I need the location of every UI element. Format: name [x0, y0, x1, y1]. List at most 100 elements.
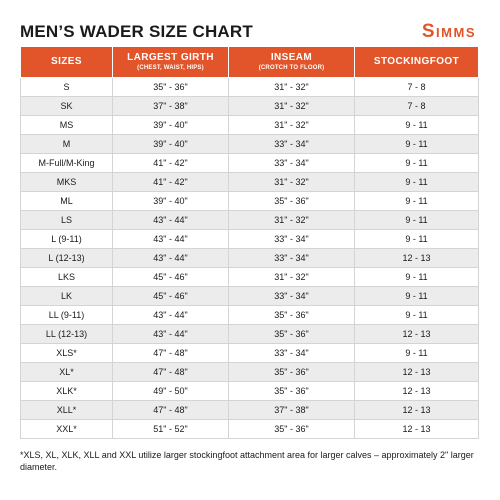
size-cell: S: [20, 77, 113, 97]
size-cell: MKS: [20, 172, 113, 192]
stockingfoot-cell: 12 - 13: [354, 362, 479, 382]
column-header-stockingfoot: STOCKINGFOOT: [354, 46, 479, 78]
stockingfoot-cell: 9 - 11: [354, 153, 479, 173]
inseam-cell: 35" - 36": [228, 381, 355, 401]
table-row: XXL* 51" - 52" 35" - 36" 12 - 13: [20, 419, 479, 439]
inseam-cell: 35" - 36": [228, 419, 355, 439]
table-row: SK 37" - 38" 31" - 32" 7 - 8: [20, 96, 479, 116]
table-row: L (9-11) 43" - 44" 33" - 34" 9 - 11: [20, 229, 479, 249]
table-row: LL (12-13) 43" - 44" 35" - 36" 12 - 13: [20, 324, 479, 344]
stockingfoot-cell: 7 - 8: [354, 77, 479, 97]
size-cell: XLL*: [20, 400, 113, 420]
table-row: L (12-13) 43" - 44" 33" - 34" 12 - 13: [20, 248, 479, 268]
girth-cell: 43" - 44": [112, 324, 229, 344]
girth-cell: 49" - 50": [112, 381, 229, 401]
inseam-cell: 31" - 32": [228, 210, 355, 230]
size-cell: M: [20, 134, 113, 154]
inseam-cell: 33" - 34": [228, 229, 355, 249]
stockingfoot-cell: 9 - 11: [354, 229, 479, 249]
header-row: SIZES LARGEST GIRTH (CHEST, WAIST, HIPS)…: [20, 46, 479, 78]
column-header-label: STOCKINGFOOT: [373, 56, 460, 67]
brand-logo: Simms: [421, 21, 476, 42]
girth-cell: 45" - 46": [112, 267, 229, 287]
girth-cell: 45" - 46": [112, 286, 229, 306]
table-row: LK 45" - 46" 33" - 34" 9 - 11: [20, 286, 479, 306]
column-header-label: INSEAM: [270, 52, 313, 63]
table-row: ML 39" - 40" 35" - 36" 9 - 11: [20, 191, 479, 211]
size-cell: LKS: [20, 267, 113, 287]
inseam-cell: 33" - 34": [228, 286, 355, 306]
stockingfoot-cell: 9 - 11: [354, 286, 479, 306]
stockingfoot-cell: 9 - 11: [354, 134, 479, 154]
size-cell: LL (9-11): [20, 305, 113, 325]
inseam-cell: 33" - 34": [228, 153, 355, 173]
girth-cell: 41" - 42": [112, 172, 229, 192]
girth-cell: 39" - 40": [112, 134, 229, 154]
page-title: MEN’S WADER SIZE CHART: [20, 22, 253, 41]
inseam-cell: 35" - 36": [228, 305, 355, 325]
girth-cell: 43" - 44": [112, 305, 229, 325]
stockingfoot-cell: 9 - 11: [354, 267, 479, 287]
column-header-sizes: SIZES: [20, 46, 113, 78]
girth-cell: 47" - 48": [112, 362, 229, 382]
girth-cell: 43" - 44": [112, 210, 229, 230]
column-header-sublabel: (CHEST, WAIST, HIPS): [137, 65, 204, 71]
size-cell: LS: [20, 210, 113, 230]
inseam-cell: 31" - 32": [228, 96, 355, 116]
table-row: XL* 47" - 48" 35" - 36" 12 - 13: [20, 362, 479, 382]
girth-cell: 51" - 52": [112, 419, 229, 439]
girth-cell: 43" - 44": [112, 229, 229, 249]
size-cell: XL*: [20, 362, 113, 382]
size-cell: L (9-11): [20, 229, 113, 249]
size-cell: XXL*: [20, 419, 113, 439]
table-row: MKS 41" - 42" 31" - 32" 9 - 11: [20, 172, 479, 192]
girth-cell: 37" - 38": [112, 96, 229, 116]
size-cell: LL (12-13): [20, 324, 113, 344]
table-row: S 35" - 36" 31" - 32" 7 - 8: [20, 77, 479, 97]
inseam-cell: 31" - 32": [228, 267, 355, 287]
size-chart-table: SIZES LARGEST GIRTH (CHEST, WAIST, HIPS)…: [20, 46, 479, 439]
girth-cell: 39" - 40": [112, 115, 229, 135]
size-cell: M-Full/M-King: [20, 153, 113, 173]
inseam-cell: 33" - 34": [228, 343, 355, 363]
size-cell: L (12-13): [20, 248, 113, 268]
column-header-label: LARGEST GIRTH: [127, 52, 214, 63]
column-header-label: SIZES: [51, 56, 82, 67]
stockingfoot-cell: 12 - 13: [354, 324, 479, 344]
inseam-cell: 35" - 36": [228, 324, 355, 344]
stockingfoot-cell: 9 - 11: [354, 191, 479, 211]
girth-cell: 43" - 44": [112, 248, 229, 268]
table-row: LL (9-11) 43" - 44" 35" - 36" 9 - 11: [20, 305, 479, 325]
inseam-cell: 33" - 34": [228, 134, 355, 154]
inseam-cell: 31" - 32": [228, 172, 355, 192]
table-body: S 35" - 36" 31" - 32" 7 - 8 SK 37" - 38" 31" -…: [20, 77, 479, 439]
girth-cell: 41" - 42": [112, 153, 229, 173]
stockingfoot-cell: 9 - 11: [354, 343, 479, 363]
table-row: XLK* 49" - 50" 35" - 36" 12 - 13: [20, 381, 479, 401]
size-cell: XLK*: [20, 381, 113, 401]
girth-cell: 47" - 48": [112, 343, 229, 363]
size-cell: LK: [20, 286, 113, 306]
size-cell: ML: [20, 191, 113, 211]
footnote: *XLS, XL, XLK, XLL and XXL utilize large…: [20, 450, 474, 472]
stockingfoot-cell: 12 - 13: [354, 419, 479, 439]
inseam-cell: 31" - 32": [228, 77, 355, 97]
column-header-sublabel: (CROTCH TO FLOOR): [258, 65, 325, 71]
inseam-cell: 35" - 36": [228, 362, 355, 382]
table-row: M-Full/M-King 41" - 42" 33" - 34" 9 - 11: [20, 153, 479, 173]
size-cell: XLS*: [20, 343, 113, 363]
table-row: LS 43" - 44" 31" - 32" 9 - 11: [20, 210, 479, 230]
table-row: XLS* 47" - 48" 33" - 34" 9 - 11: [20, 343, 479, 363]
inseam-cell: 37" - 38": [228, 400, 355, 420]
table-row: LKS 45" - 46" 31" - 32" 9 - 11: [20, 267, 479, 287]
stockingfoot-cell: 7 - 8: [354, 96, 479, 116]
girth-cell: 47" - 48": [112, 400, 229, 420]
size-cell: MS: [20, 115, 113, 135]
table-row: MS 39" - 40" 31" - 32" 9 - 11: [20, 115, 479, 135]
stockingfoot-cell: 9 - 11: [354, 305, 479, 325]
stockingfoot-cell: 9 - 11: [354, 210, 479, 230]
girth-cell: 39" - 40": [112, 191, 229, 211]
stockingfoot-cell: 9 - 11: [354, 115, 479, 135]
girth-cell: 35" - 36": [112, 77, 229, 97]
column-header-inseam: INSEAM (CROTCH TO FLOOR): [228, 46, 355, 78]
